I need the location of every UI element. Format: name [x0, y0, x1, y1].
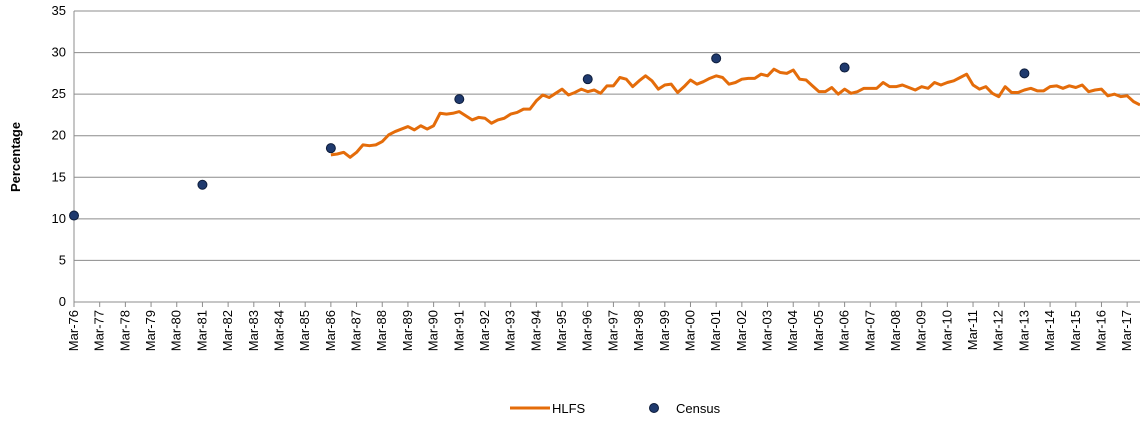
x-tick-label: Mar-04: [785, 310, 800, 351]
hlfs-line: [330, 67, 1140, 159]
x-tick-label: Mar-79: [143, 310, 158, 351]
census-point: [1019, 68, 1030, 79]
x-tick-label: Mar-90: [426, 310, 441, 351]
x-tick-label: Mar-80: [169, 310, 184, 351]
x-tick-label: Mar-06: [837, 310, 852, 351]
census-point: [711, 53, 722, 64]
x-tick-label: Mar-78: [117, 310, 132, 351]
legend-label: HLFS: [552, 401, 586, 416]
x-tick-label: Mar-12: [991, 310, 1006, 351]
x-tick-label: Mar-10: [939, 310, 954, 351]
x-tick-label: Mar-00: [682, 310, 697, 351]
y-tick-label: 10: [52, 211, 66, 226]
x-tick-label: Mar-77: [92, 310, 107, 351]
x-tick-label: Mar-84: [271, 310, 286, 351]
x-tick-label: Mar-14: [1042, 310, 1057, 351]
x-tick-label: Mar-83: [246, 310, 261, 351]
x-tick-label: Mar-94: [528, 310, 543, 351]
x-tick-label: Mar-96: [580, 310, 595, 351]
x-tick-label: Mar-02: [734, 310, 749, 351]
x-tick-label: Mar-17: [1119, 310, 1134, 351]
x-tick-label: Mar-09: [914, 310, 929, 351]
x-tick-label: Mar-07: [862, 310, 877, 351]
x-tick-label: Mar-91: [451, 310, 466, 351]
legend-label: Census: [676, 401, 721, 416]
x-tick-label: Mar-85: [297, 310, 312, 351]
y-tick-label: 0: [59, 294, 66, 309]
x-tick-label: Mar-88: [374, 310, 389, 351]
x-tick-label: Mar-93: [503, 310, 518, 351]
x-tick-label: Mar-95: [554, 310, 569, 351]
census-point: [197, 179, 208, 190]
y-tick-label: 30: [52, 45, 66, 60]
x-tick-label: Mar-15: [1068, 310, 1083, 351]
y-tick-label: 20: [52, 128, 66, 143]
x-tick-label: Mar-03: [760, 310, 775, 351]
x-tick-label: Mar-05: [811, 310, 826, 351]
y-axis-title: Percentage: [8, 122, 23, 192]
x-tick-label: Mar-16: [1093, 310, 1108, 351]
x-tick-label: Mar-89: [400, 310, 415, 351]
x-tick-label: Mar-97: [605, 310, 620, 351]
census-point: [839, 62, 850, 73]
census-point: [582, 74, 593, 85]
x-tick-label: Mar-82: [220, 310, 235, 351]
y-tick-label: 15: [52, 169, 66, 184]
y-tick-label: 5: [59, 252, 66, 267]
x-tick-label: Mar-76: [66, 310, 81, 351]
x-tick-label: Mar-92: [477, 310, 492, 351]
x-tick-label: Mar-11: [965, 310, 980, 350]
x-tick-label: Mar-98: [631, 310, 646, 351]
legend-swatch: [649, 403, 659, 413]
census-point: [454, 94, 465, 105]
x-tick-label: Mar-13: [1016, 310, 1031, 351]
census-point: [69, 210, 79, 221]
x-tick-label: Mar-01: [708, 310, 723, 351]
y-tick-label: 35: [52, 3, 66, 18]
y-tick-label: 25: [52, 86, 66, 101]
x-tick-label: Mar-08: [888, 310, 903, 351]
x-tick-label: Mar-87: [349, 310, 364, 351]
x-tick-label: Mar-99: [657, 310, 672, 351]
census-point: [325, 143, 336, 154]
x-tick-label: Mar-86: [323, 310, 338, 351]
x-tick-label: Mar-81: [194, 310, 209, 351]
